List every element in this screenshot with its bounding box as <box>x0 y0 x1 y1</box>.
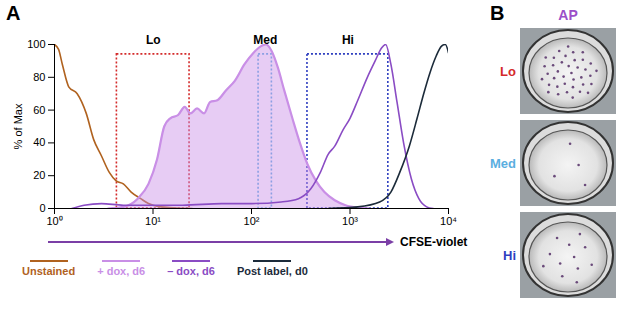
svg-text:10¹: 10¹ <box>145 215 161 227</box>
html-text:+ dox, d6: + dox, d6 <box>97 265 146 277</box>
svg-text:60: 60 <box>33 104 45 116</box>
svg-text:10²: 10² <box>244 215 260 227</box>
svg-text:100: 100 <box>27 38 45 50</box>
svg-text:CFSE-violet: CFSE-violet <box>400 235 467 249</box>
svg-text:Lo: Lo <box>500 64 516 79</box>
html-text:B: B <box>490 2 505 24</box>
svg-text:40: 40 <box>33 136 45 148</box>
svg-text:80: 80 <box>33 71 45 83</box>
svg-text:% of Max: % of Max <box>12 103 24 149</box>
svg-text:Hi: Hi <box>503 248 516 263</box>
svg-text:Med: Med <box>253 33 277 47</box>
svg-text:10⁰: 10⁰ <box>46 215 62 227</box>
html-text:A: A <box>6 2 21 24</box>
svg-text:10⁴: 10⁴ <box>440 215 457 227</box>
html-text:– dox, d6: – dox, d6 <box>167 265 215 277</box>
html-text:Unstained: Unstained <box>22 265 76 277</box>
svg-text:20: 20 <box>33 169 45 181</box>
html-text:Post label, d0: Post label, d0 <box>236 265 308 277</box>
svg-text:10³: 10³ <box>342 215 358 227</box>
svg-text:AP: AP <box>558 7 577 23</box>
svg-text:Med: Med <box>490 156 516 171</box>
svg-text:Lo: Lo <box>146 33 161 47</box>
svg-text:0: 0 <box>39 202 45 214</box>
svg-text:Hi: Hi <box>342 33 354 47</box>
